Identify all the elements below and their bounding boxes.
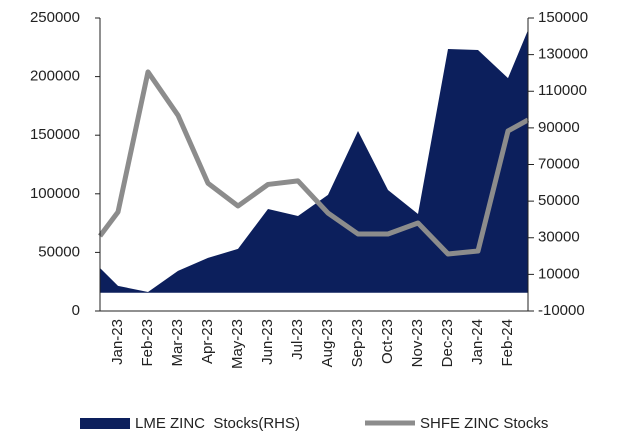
x-tick-label: Aug-23	[319, 319, 336, 367]
y-tick-label: 250000	[30, 9, 80, 26]
y2-tick-label: 130000	[538, 46, 588, 63]
y2-tick-label: 70000	[538, 155, 580, 172]
y-tick-label: 100000	[30, 185, 80, 202]
y2-tick-label: 10000	[538, 265, 580, 282]
legend-label: LME ZINC Stocks(RHS)	[135, 415, 300, 432]
y-tick-label: 50000	[38, 243, 80, 260]
y2-tick-label: 50000	[538, 192, 580, 209]
x-tick-label: Jan-23	[109, 319, 126, 365]
x-tick-label: Jan-24	[469, 319, 486, 365]
y-tick-label: 0	[72, 302, 80, 319]
x-tick-label: May-23	[229, 319, 246, 369]
y2-tick-label: 150000	[538, 9, 588, 26]
y-tick-label: 150000	[30, 126, 80, 143]
x-tick-label: Sep-23	[349, 319, 366, 367]
x-tick-label: Oct-23	[379, 319, 396, 364]
legend-label: SHFE ZINC Stocks	[420, 415, 548, 432]
y2-tick-label: 90000	[538, 119, 580, 136]
x-tick-label: Mar-23	[169, 319, 186, 367]
x-tick-label: Jun-23	[259, 319, 276, 365]
y2-tick-label: 110000	[538, 82, 587, 99]
x-tick-label: Nov-23	[409, 319, 426, 367]
x-tick-label: Apr-23	[199, 319, 216, 364]
legend-swatch	[80, 418, 130, 429]
y-tick-label: 200000	[30, 68, 80, 85]
x-tick-label: Jul-23	[289, 319, 306, 360]
y2-tick-label: 30000	[538, 229, 580, 246]
x-tick-label: Dec-23	[439, 319, 456, 367]
y2-tick-label: -10000	[538, 302, 585, 319]
x-tick-label: Feb-24	[499, 319, 516, 367]
line	[97, 69, 530, 257]
x-tick-label: Feb-23	[139, 319, 156, 367]
